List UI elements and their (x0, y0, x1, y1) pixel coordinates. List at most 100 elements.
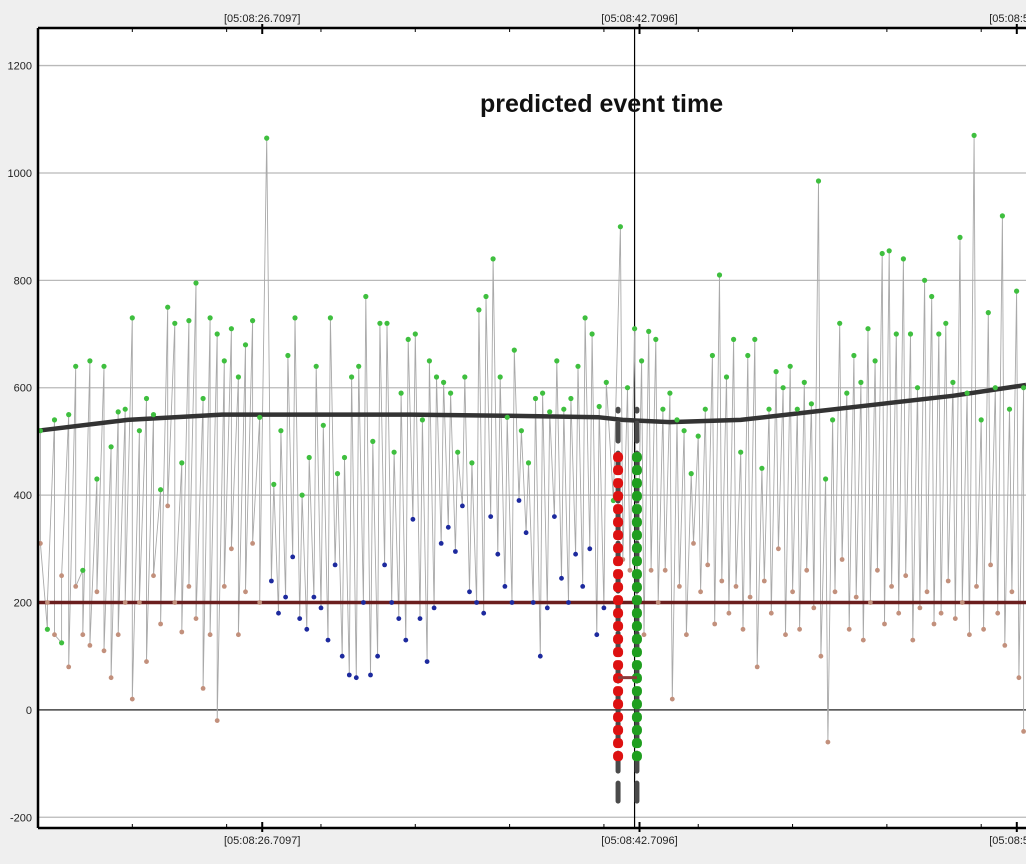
brown-point (165, 503, 171, 509)
green-point (667, 390, 673, 396)
brown-point (59, 573, 64, 579)
blue-point (410, 516, 416, 522)
blue-point (276, 610, 281, 616)
brown-point (783, 632, 788, 638)
blue-point (559, 575, 564, 581)
green-point (405, 336, 411, 342)
blue-point (431, 605, 437, 611)
green-point (936, 331, 942, 337)
red-band-segment (613, 686, 624, 697)
green-point (214, 331, 220, 337)
green-point (823, 476, 829, 482)
brown-point (945, 578, 951, 584)
green-point (837, 320, 843, 326)
brown-point (1016, 675, 1022, 681)
green-point (483, 293, 489, 300)
green-point (87, 358, 93, 364)
green-band-segment (631, 556, 642, 567)
green-point (341, 454, 348, 461)
brown-point (648, 567, 654, 573)
green-band-segment (631, 504, 642, 515)
green-band-segment (631, 712, 642, 723)
brown-point (768, 610, 774, 616)
green-point (688, 471, 694, 477)
green-point (278, 428, 284, 434)
green-point (922, 277, 928, 283)
green-point (914, 385, 921, 391)
green-point (73, 363, 79, 369)
blue-point (474, 600, 479, 605)
green-point (808, 401, 815, 407)
green-point (59, 640, 65, 646)
blue-point (566, 600, 571, 605)
brown-point (903, 573, 909, 579)
green-point (469, 460, 475, 466)
y-tick-label: 400 (14, 490, 32, 502)
green-point (299, 492, 305, 498)
green-point (108, 444, 114, 450)
green-point (568, 395, 574, 402)
brown-point (959, 600, 965, 605)
green-point (377, 320, 383, 326)
green-point (115, 409, 121, 415)
blue-point (353, 675, 359, 681)
brown-point (214, 718, 220, 723)
green-point (313, 363, 319, 369)
brown-point (66, 664, 72, 670)
brown-point (200, 686, 206, 691)
brown-point (87, 643, 93, 648)
brown-point (122, 600, 128, 605)
green-point (716, 272, 723, 278)
brown-point (221, 584, 227, 589)
brown-point (952, 616, 958, 621)
blue-point (537, 653, 543, 659)
green-point (617, 224, 624, 230)
green-point (681, 428, 687, 434)
green-point (745, 352, 751, 359)
green-point (441, 379, 447, 385)
green-band-segment (631, 491, 642, 502)
green-point (320, 422, 326, 428)
green-point (702, 406, 708, 412)
green-point (384, 320, 390, 326)
blue-point (382, 562, 387, 568)
x-tick-label-top: [05:08:58.7 (989, 13, 1026, 25)
brown-point (995, 610, 1001, 616)
brown-point (726, 610, 732, 616)
red-band-segment (613, 699, 624, 710)
green-point (511, 347, 517, 353)
green-point (801, 379, 807, 385)
green-point (257, 414, 263, 420)
brown-point (151, 573, 156, 579)
blue-point (453, 549, 458, 554)
x-tick-label-bottom: [05:08:42.7096] (601, 835, 677, 847)
brown-point (889, 584, 894, 589)
green-point (738, 449, 744, 455)
blue-point (594, 632, 600, 638)
blue-point (460, 503, 465, 509)
blue-point (544, 605, 550, 611)
green-point (525, 460, 532, 466)
brown-point (860, 637, 866, 643)
green-point (603, 379, 609, 385)
red-band-segment (613, 621, 624, 632)
green-point (179, 460, 185, 466)
brown-point (669, 696, 675, 702)
green-point (94, 476, 100, 482)
brown-point (641, 632, 647, 638)
brown-point (754, 664, 760, 670)
red-band-segment (613, 517, 624, 528)
y-tick-label: 1200 (8, 61, 32, 73)
green-point (122, 406, 128, 412)
brown-point (207, 632, 213, 638)
green-point (44, 626, 51, 632)
blue-point (601, 605, 607, 611)
green-point (349, 374, 355, 380)
blue-point (516, 498, 522, 503)
brown-point (243, 589, 248, 595)
green-point (1021, 385, 1026, 391)
red-band-segment (613, 452, 624, 463)
axes: -200 0 200 400 600 800 1000 1200 [05:08:26.7097]… (8, 13, 1026, 847)
brown-point (94, 589, 100, 595)
